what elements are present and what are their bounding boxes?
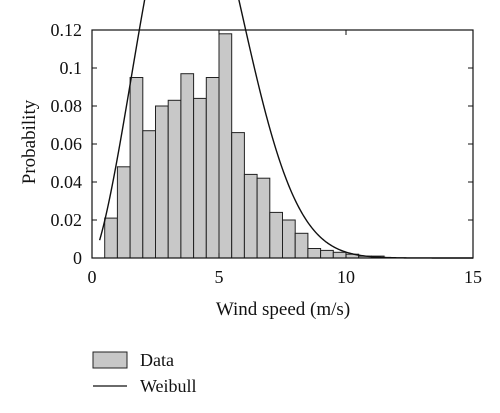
x-axis-label: Wind speed (m/s): [216, 299, 350, 320]
bar: [205, 77, 220, 259]
ticks-layer: 0 5 10 15 0 0.02 0.04 0.06 0.08 0.1 0.12: [51, 20, 483, 287]
bar: [180, 73, 195, 259]
bar: [142, 130, 157, 259]
y-tick-label: 0.08: [51, 96, 83, 116]
bar: [320, 249, 334, 259]
x-tick-label: 5: [215, 267, 224, 287]
bar: [269, 211, 283, 259]
bars-layer: [104, 33, 385, 259]
bar: [231, 132, 245, 259]
legend-data-label: Data: [140, 350, 174, 370]
y-tick-label: 0.06: [51, 134, 83, 154]
x-tick-label: 15: [464, 267, 482, 287]
legend: Data Weibull: [92, 350, 197, 396]
bar: [193, 97, 207, 259]
y-tick-label: 0.12: [51, 20, 83, 40]
y-tick-label: 0.02: [51, 210, 83, 230]
bar: [294, 232, 309, 259]
legend-weibull-label: Weibull: [140, 376, 197, 396]
legend-data-swatch: [92, 351, 128, 369]
bar: [218, 33, 233, 259]
bar: [243, 173, 258, 259]
x-tick-label: 10: [337, 267, 355, 287]
bar: [256, 177, 271, 259]
bar: [104, 217, 118, 259]
y-tick-label: 0: [73, 248, 82, 268]
bar: [155, 105, 169, 259]
x-tick-label: 0: [88, 267, 97, 287]
bar: [282, 219, 296, 259]
bar: [332, 251, 347, 259]
y-tick-label: 0.1: [60, 58, 83, 78]
bar: [116, 166, 131, 259]
y-tick-label: 0.04: [51, 172, 83, 192]
bar: [129, 77, 144, 259]
y-axis-label: Probability: [19, 99, 40, 184]
bar: [167, 99, 182, 259]
bar: [307, 248, 322, 259]
